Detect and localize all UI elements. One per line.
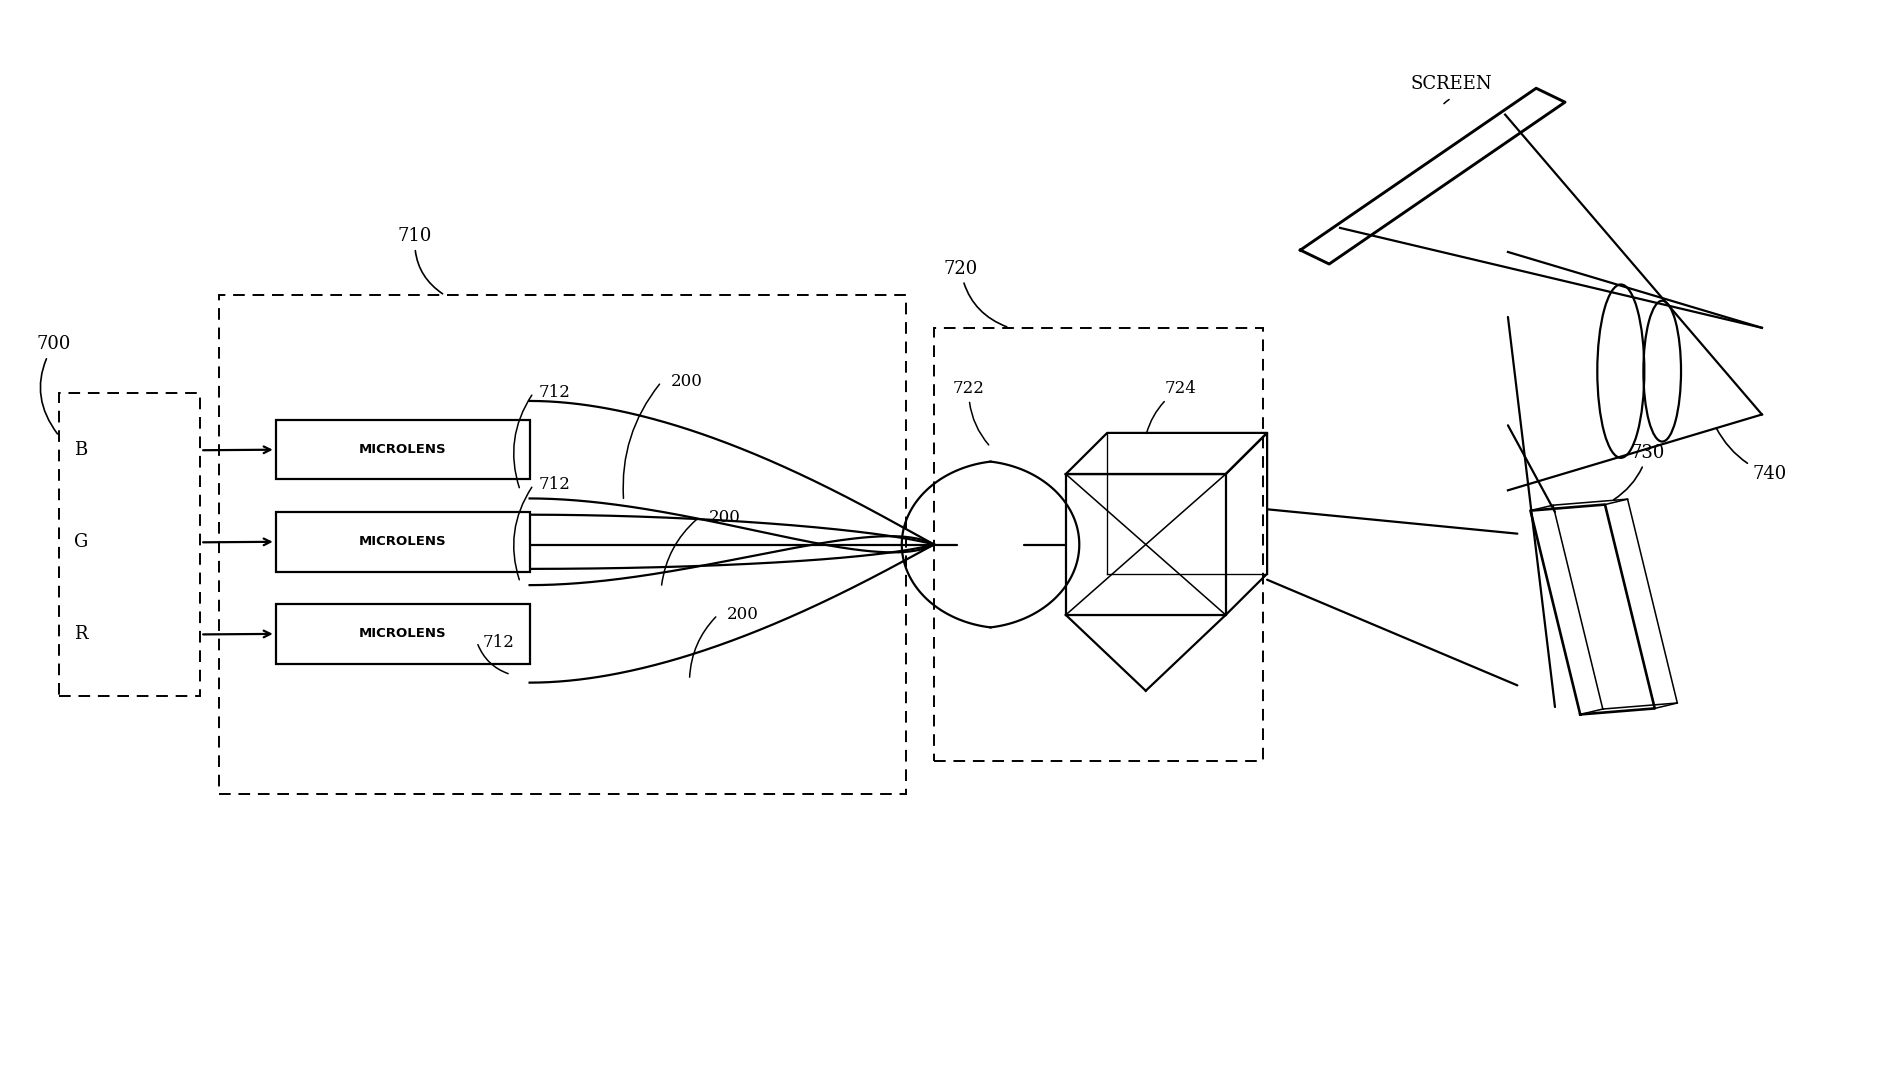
Text: 724: 724 (1147, 380, 1196, 433)
Text: 700: 700 (36, 335, 72, 433)
Text: MICROLENS: MICROLENS (359, 443, 447, 456)
Text: 722: 722 (953, 380, 989, 445)
Text: MICROLENS: MICROLENS (359, 627, 447, 640)
Bar (58, 393, 200, 696)
Text: G: G (74, 534, 89, 551)
Bar (276, 512, 530, 572)
Text: 200: 200 (726, 607, 759, 623)
Bar (276, 420, 530, 479)
Text: 200: 200 (708, 509, 740, 526)
Text: 712: 712 (483, 634, 515, 650)
Text: 740: 740 (1715, 428, 1787, 484)
Text: 712: 712 (540, 476, 572, 493)
Bar (934, 328, 1262, 761)
Text: MICROLENS: MICROLENS (359, 536, 447, 548)
Text: 720: 720 (944, 259, 1008, 327)
Text: 712: 712 (540, 384, 572, 402)
Bar (276, 604, 530, 663)
Bar (219, 295, 906, 794)
Text: 730: 730 (1613, 444, 1664, 500)
Text: 200: 200 (670, 374, 702, 391)
Text: 710: 710 (398, 228, 443, 294)
Text: R: R (74, 625, 89, 644)
Text: SCREEN: SCREEN (1411, 75, 1493, 93)
Text: B: B (74, 441, 87, 460)
